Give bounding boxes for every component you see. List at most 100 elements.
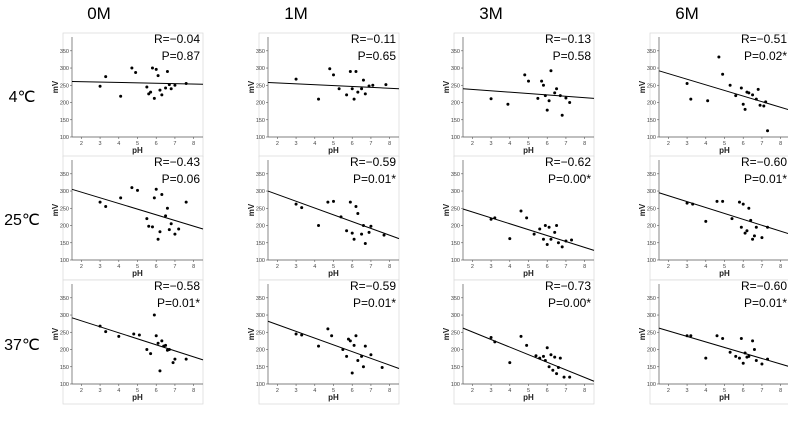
panel-25-3m-data-point: [560, 245, 564, 249]
panel-25-6m-data-point: [721, 199, 725, 203]
panel-25-0m-data-point: [164, 214, 168, 218]
panel-4-0m-y-axis-label: mV: [51, 80, 60, 93]
panel-25-6m-x-tick-label: 7: [760, 264, 763, 270]
panel-37-6m-y-tick-label: 250: [647, 330, 656, 336]
panel-4-0m-x-tick-label: 7: [173, 141, 176, 147]
panel-25-0m-y-tick-label: 200: [60, 224, 69, 230]
panel-4-0m-data-point: [169, 87, 173, 91]
panel-37-6m-r-value: R=−0.60: [741, 279, 787, 293]
panel-4-6m-x-tick-label: 3: [686, 141, 689, 147]
panel-37-3m-data-point: [489, 335, 493, 339]
panel-25-3m-regression-line: [462, 208, 595, 251]
panel-25-0m-data-point: [156, 237, 160, 241]
panel-37-1m-frame: [258, 279, 400, 405]
panel-37-3m-x-axis-label: pH: [523, 393, 534, 402]
panel-25-0m-data-point: [136, 188, 139, 192]
panel-37-3m-r-value: R=−0.73: [545, 279, 591, 293]
panel-4-3m-x-tick-label: 5: [527, 141, 530, 147]
panel-37-0m-y-tick-label: 350: [60, 296, 69, 302]
panel-25-6m-y-tick-label: 300: [647, 189, 656, 195]
panel-25-0m-data-point: [177, 227, 181, 231]
panel-37-3m-p-value: P=0.00*: [548, 296, 591, 310]
panel-37-3m-x-tick-label: 2: [471, 388, 474, 394]
panel-25-1m-data-point: [300, 206, 304, 210]
panel-37-1m-y-tick-label: 350: [256, 296, 265, 302]
panel-25-3m-y-tick-label: 300: [451, 189, 460, 195]
column-title-1m: 1M: [284, 4, 308, 23]
panel-4-3m-data-point: [555, 87, 559, 91]
panel-37-0m-data-point: [149, 352, 153, 356]
panel-37-3m-data-point: [553, 355, 557, 359]
panel-25-3m-frame: [453, 155, 595, 281]
panel-4-0m-data-point: [149, 90, 153, 94]
panel-37-1m-x-tick-label: 4: [313, 388, 316, 394]
panel-37-6m-data-point: [760, 362, 764, 366]
panel-25-1m-p-value: P=0.01*: [353, 172, 396, 186]
panel-4-1m-p-value: P=0.65: [358, 49, 397, 63]
panel-4-3m-x-tick-label: 8: [583, 141, 586, 147]
panel-4-0m-data-point: [130, 66, 134, 70]
panel-4-6m-r-value: R=−0.51: [741, 32, 787, 46]
panel-25-0m-data-point: [169, 222, 173, 226]
panel-37-3m-data-point: [543, 359, 547, 363]
panel-37-3m-data-point: [547, 365, 551, 369]
panel-25-3m-x-tick-label: 4: [508, 264, 511, 270]
panel-25-0m-y-axis-label: mV: [51, 203, 60, 216]
panel-25-0m-x-tick-label: 4: [117, 264, 120, 270]
panel-37-0m-data-point: [156, 341, 160, 345]
panel-25-3m-y-tick-label: 350: [451, 172, 460, 178]
panel-37-6m-x-tick-label: 2: [667, 388, 670, 394]
panel-37-0m-regression-line: [71, 317, 204, 361]
panel-25-0m-x-tick-label: 6: [155, 264, 158, 270]
panel-37-3m-y-axis-label: mV: [442, 327, 451, 340]
panel-25-3m-data-point: [493, 216, 497, 220]
panel-4-0m-data-point: [104, 75, 108, 79]
panel-4-3m-x-tick-label: 6: [546, 141, 549, 147]
panel-37-0m-y-axis-label: mV: [51, 327, 60, 340]
panel-4-6m-data-point: [743, 107, 747, 111]
panel-4-0m-data-point: [119, 94, 123, 98]
panel-25-3m-x-axis-label: pH: [523, 269, 534, 278]
panel-4-1m-r-value: R=−0.11: [351, 32, 396, 46]
panel-4-3m-data-point: [560, 113, 564, 117]
panel-25-1m-data-point: [354, 205, 358, 209]
panel-37-6m-data-point: [754, 359, 758, 363]
column-titles: 0M 1M 3M 6M: [87, 4, 699, 23]
panel-4-0m-y-tick-label: 350: [60, 49, 69, 55]
panel-25-1m-y-tick-label: 250: [256, 206, 265, 212]
panel-4-1m-data-point: [352, 97, 356, 101]
panel-4-0m-data-point: [152, 96, 156, 100]
panel-4-1m-x-tick-label: 8: [388, 141, 391, 147]
panel-25-3m-p-value: P=0.00*: [548, 172, 591, 186]
panel-25-3m-data-point: [508, 237, 512, 241]
panel-25-1m-r-value: R=−0.59: [350, 155, 396, 169]
panel-25-1m-x-tick-label: 2: [276, 264, 279, 270]
panel-25-6m-x-tick-label: 5: [723, 264, 726, 270]
panel-4-0m-x-tick-label: 6: [155, 141, 158, 147]
panel-4-3m-data-point: [489, 97, 493, 101]
panel-25-1m-x-tick-label: 7: [369, 264, 372, 270]
panel-37-3m-regression-line: [462, 327, 595, 382]
panel-25-3m-data-point: [538, 227, 542, 231]
panel-4-3m-x-tick-label: 3: [490, 141, 493, 147]
panel-25-1m-data-point: [369, 224, 373, 228]
panel-4-1m-y-tick-label: 150: [256, 118, 265, 124]
panel-37-6m-data-point: [734, 354, 738, 358]
panel-25-1m-y-tick-label: 300: [256, 189, 265, 195]
panel-37-3m-y-tick-label: 100: [451, 382, 460, 388]
panel-4-3m-data-point: [527, 79, 530, 83]
panel-25-0m-data-point: [130, 186, 134, 190]
panel-37-3m-data-point: [519, 334, 523, 338]
panel-25-3m-y-tick-label: 150: [451, 241, 460, 247]
panel-37-3m-x-tick-label: 7: [564, 388, 567, 394]
panel-37-0m-data-point: [160, 339, 164, 343]
panel-4-3m-y-tick-label: 300: [451, 66, 460, 72]
panel-37-6m-x-tick-label: 6: [742, 388, 745, 394]
panel-25-1m-x-tick-label: 5: [332, 264, 335, 270]
panel-25-3m-x-tick-label: 3: [490, 264, 493, 270]
panel-25-3m-data-point: [541, 237, 545, 241]
panel-37-3m-data-point: [556, 365, 560, 369]
panel-25-1m-data-point: [345, 229, 349, 233]
panel-37-1m-r-value: R=−0.59: [350, 279, 396, 293]
panel-25-0m-x-tick-label: 2: [80, 264, 83, 270]
